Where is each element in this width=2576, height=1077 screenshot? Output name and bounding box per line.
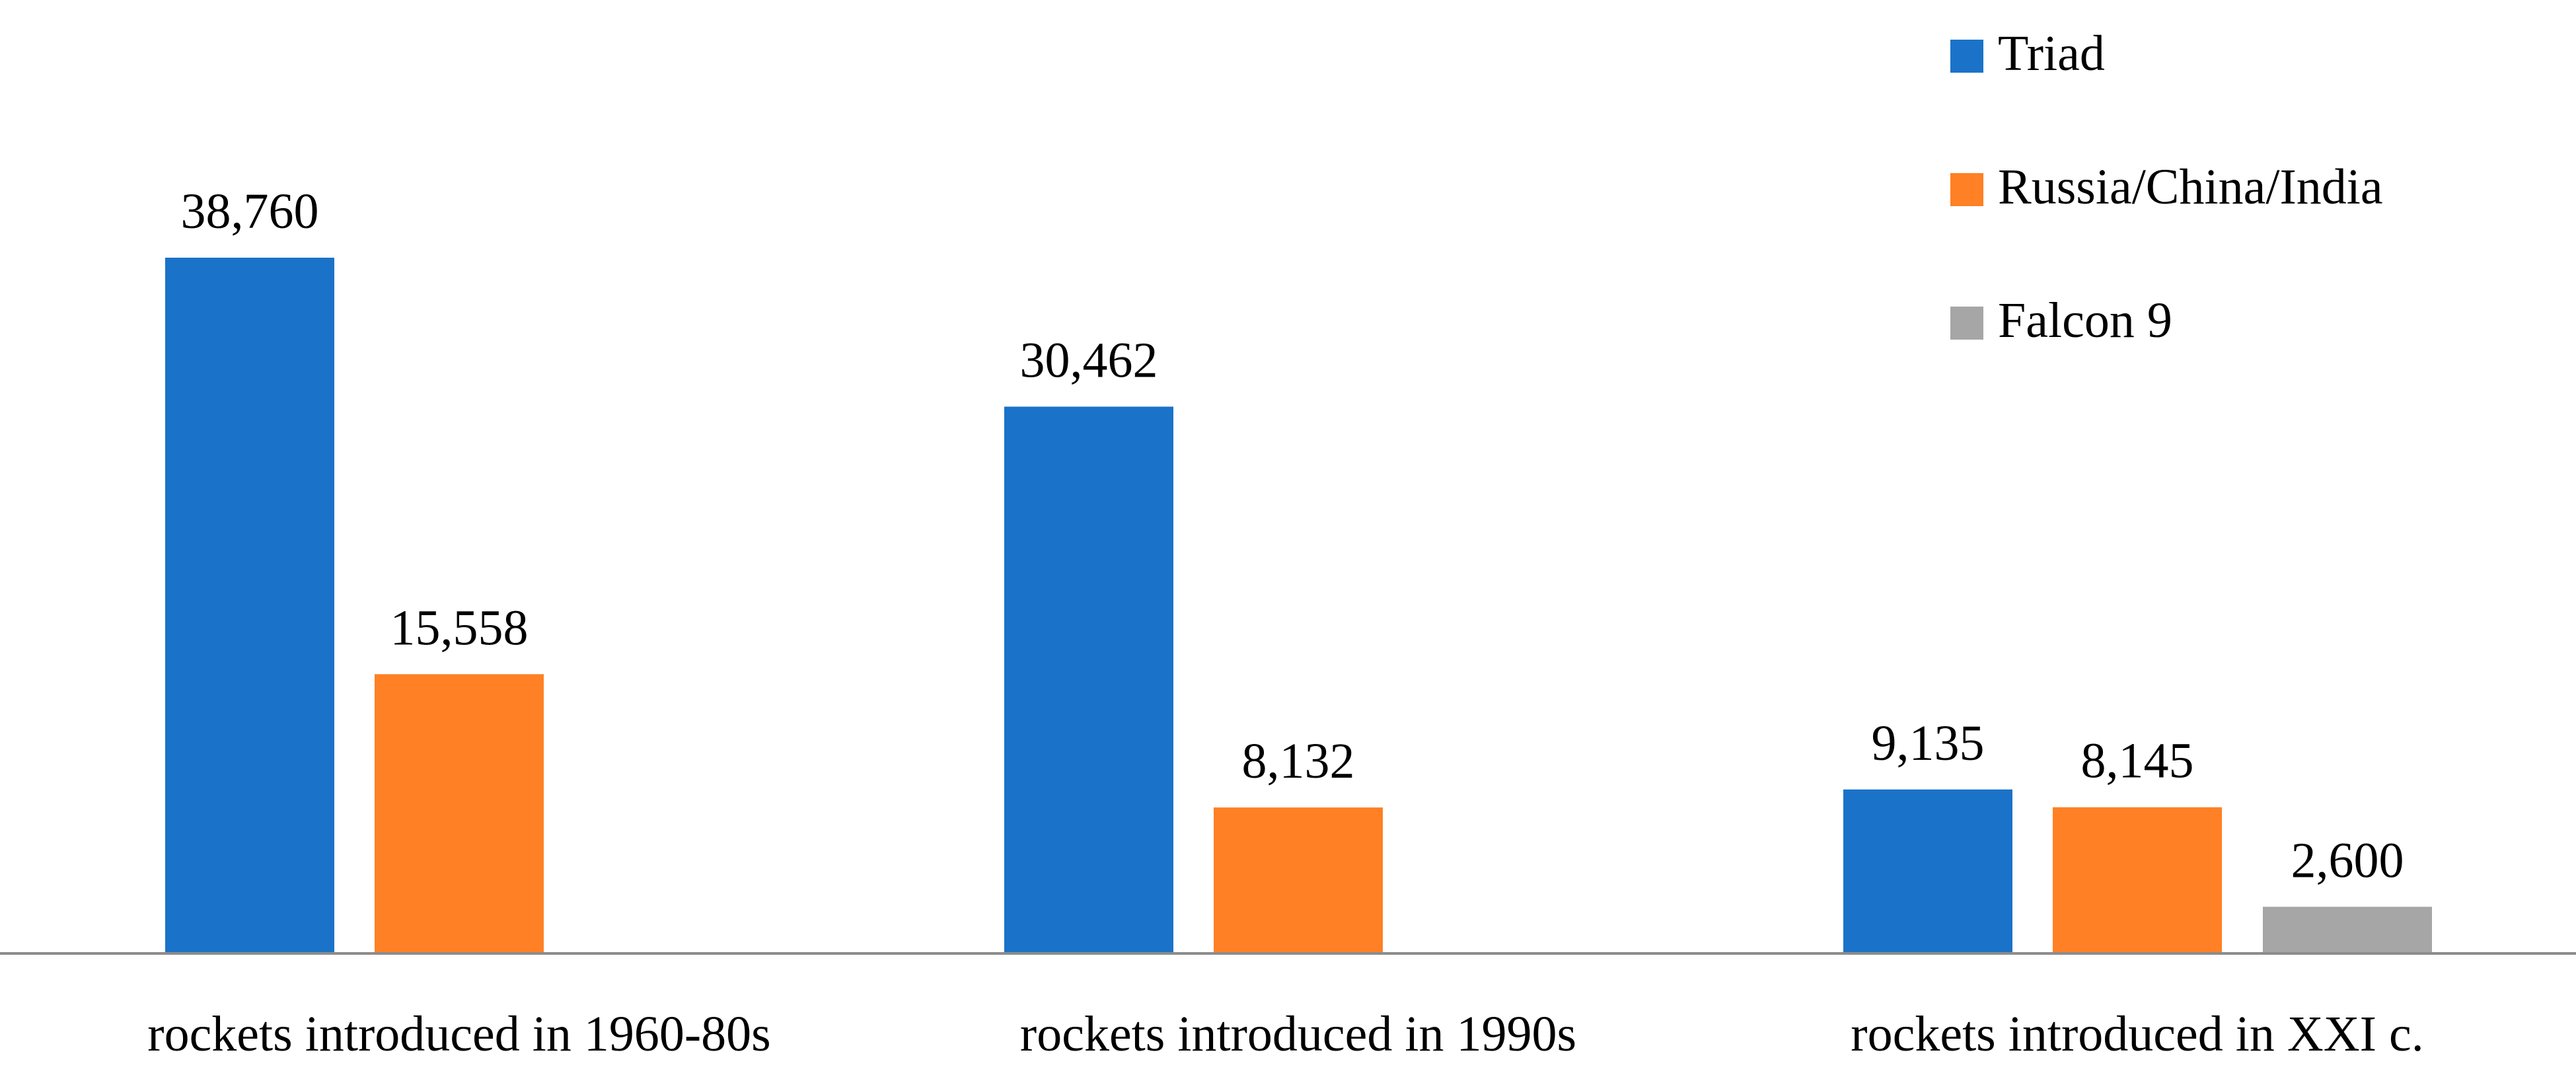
legend-item-triad: Triad <box>1950 26 2105 81</box>
legend-label-falcon-9: Falcon 9 <box>1998 293 2172 348</box>
bar-triad-2 <box>1004 406 1173 953</box>
legend-item-falcon-9: Falcon 9 <box>1950 293 2172 348</box>
category-labels-layer: rockets introduced in 1960-80s rockets in… <box>147 1006 2423 1062</box>
legend-item-russia-china-india: Russia/China/India <box>1950 159 2383 215</box>
bar-russia-china-india-1 <box>375 674 544 953</box>
category-label-3: rockets introduced in XXI c. <box>1851 1006 2423 1062</box>
legend-label-russia-china-india: Russia/China/India <box>1998 159 2383 215</box>
data-label-triad-2: 30,462 <box>1020 332 1158 388</box>
data-label-russia-china-india-3: 8,145 <box>2081 733 2194 789</box>
bars-layer <box>165 258 2432 953</box>
bar-triad-3 <box>1843 789 2012 953</box>
legend-swatch-falcon-9 <box>1950 307 1983 340</box>
legend-label-triad: Triad <box>1998 26 2105 81</box>
bar-russia-china-india-2 <box>1214 807 1383 953</box>
bar-falcon-9-3 <box>2263 907 2432 953</box>
data-label-falcon-9-3: 2,600 <box>2291 833 2404 888</box>
data-label-russia-china-india-1: 15,558 <box>390 600 529 655</box>
data-label-russia-china-india-2: 8,132 <box>1242 733 1355 789</box>
category-label-2: rockets introduced in 1990s <box>1020 1006 1576 1062</box>
data-label-triad-1: 38,760 <box>181 184 319 239</box>
data-labels-layer: 38,760 15,558 30,462 8,132 9,135 8,145 2,600 <box>181 184 2404 888</box>
legend: Triad Russia/China/India Falcon 9 <box>1950 26 2383 348</box>
legend-swatch-triad <box>1950 40 1983 73</box>
bar-triad-1 <box>165 258 334 953</box>
data-label-triad-3: 9,135 <box>1872 716 1985 771</box>
bar-russia-china-india-3 <box>2053 807 2222 953</box>
category-label-1: rockets introduced in 1960-80s <box>147 1006 770 1062</box>
legend-swatch-russia-china-india <box>1950 173 1983 206</box>
